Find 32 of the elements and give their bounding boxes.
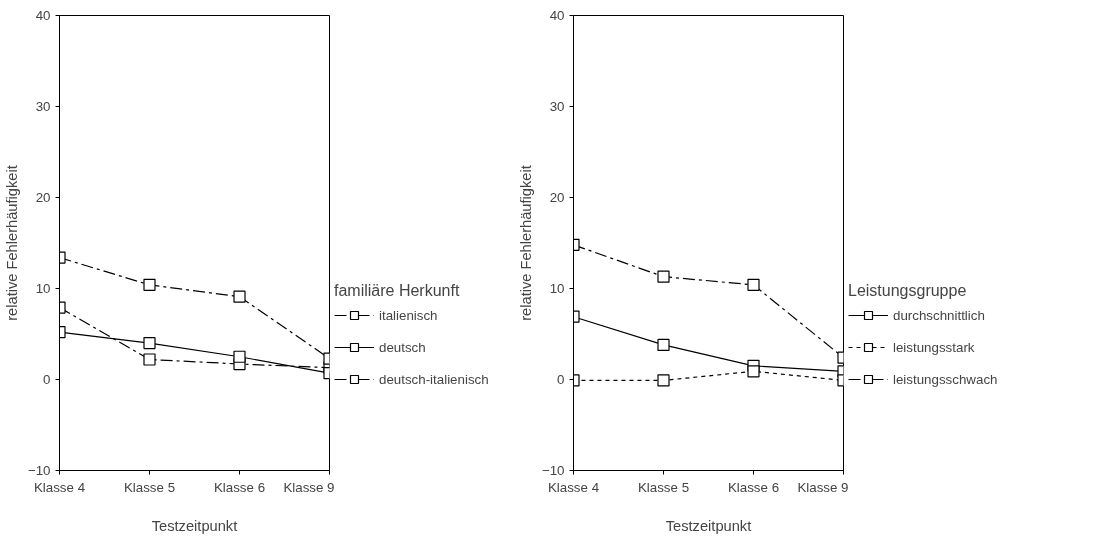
x-tick-label: Klasse 9	[283, 479, 335, 495]
x-tick-label: Klasse 6	[727, 479, 780, 495]
y-tick-label: 40	[549, 8, 565, 23]
legend-label: deutsch	[379, 339, 426, 355]
x-tick-label: Klasse 4	[33, 479, 86, 495]
y-tick-label: 30	[35, 99, 51, 114]
y-axis-title: relative Fehlerhäufigkeit	[517, 165, 534, 321]
legend-label: italienisch	[379, 307, 438, 323]
y-axis-title: relative Fehlerhäufigkeit	[3, 165, 20, 321]
y-tick-label: 0	[43, 372, 51, 387]
y-tick-label: −10	[541, 463, 565, 478]
x-axis-title: Testzeitpunkt	[665, 517, 752, 534]
legend-title: familiäre Herkunft	[334, 282, 461, 300]
x-tick-label: Klasse 5	[123, 479, 176, 495]
legend-label: durchschnittlich	[893, 307, 985, 323]
legend-label: leistungsstark	[893, 339, 975, 355]
x-tick-label: Klasse 6	[213, 479, 266, 495]
legend-label: deutsch-italienisch	[379, 371, 489, 387]
y-tick-label: 30	[549, 99, 565, 114]
y-tick-label: 20	[35, 190, 51, 205]
y-tick-label: 20	[549, 190, 565, 205]
y-tick-label: 10	[35, 281, 51, 296]
legend-title: Leistungsgruppe	[848, 282, 968, 300]
x-tick-label: Klasse 4	[547, 479, 600, 495]
legend-label: leistungsschwach	[893, 371, 998, 387]
x-axis-title: Testzeitpunkt	[151, 517, 238, 534]
y-tick-label: 0	[557, 372, 565, 387]
y-tick-label: 10	[549, 281, 565, 296]
x-tick-label: Klasse 9	[797, 479, 849, 495]
x-tick-label: Klasse 5	[637, 479, 690, 495]
y-tick-label: 40	[35, 8, 51, 23]
y-tick-label: −10	[27, 463, 51, 478]
